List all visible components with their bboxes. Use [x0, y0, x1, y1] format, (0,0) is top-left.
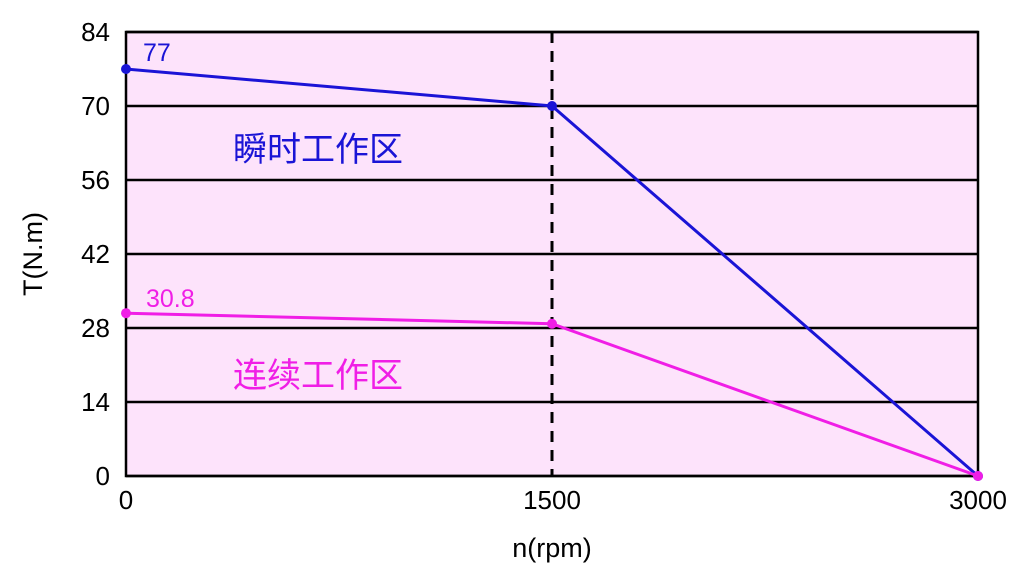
x-tick-label: 0 — [119, 485, 133, 515]
y-tick-label: 0 — [96, 461, 110, 491]
y-tick-label: 84 — [81, 17, 110, 47]
x-axis-title: n(rpm) — [512, 533, 592, 563]
series-point-1 — [973, 471, 983, 481]
series-point-0 — [547, 101, 557, 111]
y-tick-label: 28 — [81, 313, 110, 343]
y-tick-label: 70 — [81, 91, 110, 121]
series-point-0 — [121, 64, 131, 74]
y-tick-label: 42 — [81, 239, 110, 269]
y-axis-title: T(N.m) — [18, 212, 48, 296]
x-tick-label: 1500 — [523, 485, 581, 515]
point-label-instant: 77 — [143, 39, 171, 67]
y-tick-labels: 0 14 28 42 56 70 84 — [81, 17, 110, 491]
x-tick-label: 3000 — [949, 485, 1007, 515]
plot-frame — [124, 30, 980, 478]
series-point-1 — [121, 308, 131, 319]
series-layer — [121, 64, 983, 481]
series-point-1 — [547, 318, 557, 329]
region-label-continuous: 连续工作区 — [233, 356, 403, 396]
y-tick-label: 56 — [81, 165, 110, 195]
y-tick-label: 14 — [81, 387, 110, 417]
region-label-instant: 瞬时工作区 — [233, 130, 403, 170]
x-tick-labels: 0 1500 3000 — [119, 485, 1007, 515]
point-label-continuous: 30.8 — [146, 285, 195, 313]
